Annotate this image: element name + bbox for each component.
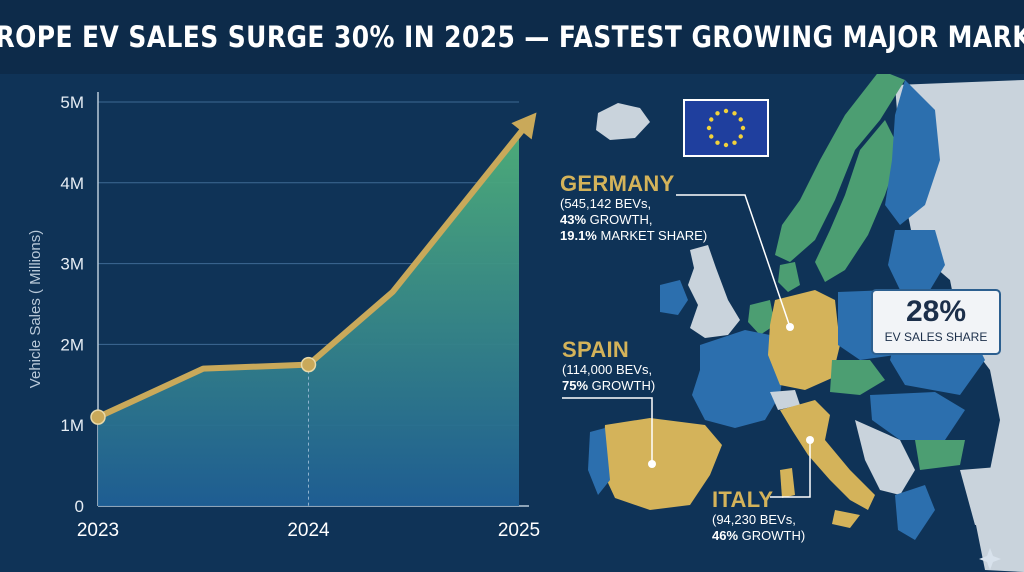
map-sardinia bbox=[780, 468, 795, 498]
germany-line1: (545,142 BEVs, bbox=[560, 196, 652, 211]
germany-name: GERMANY bbox=[560, 171, 675, 196]
map-uk bbox=[688, 245, 740, 338]
map-balkans bbox=[855, 420, 915, 495]
x-tick-label: 2023 bbox=[77, 520, 119, 541]
x-tick-label: 2025 bbox=[498, 520, 540, 541]
italy-line2: 46% GROWTH) bbox=[712, 528, 805, 544]
map-greece bbox=[895, 485, 935, 540]
map-switzerland bbox=[770, 390, 800, 410]
y-axis-label: Vehicle Sales ( Millions) bbox=[27, 230, 44, 388]
eu-flag-icon bbox=[683, 99, 769, 157]
spain-growth: 75% bbox=[562, 378, 589, 393]
ev-share-label: EV SALES SHARE bbox=[884, 330, 988, 344]
map-spain bbox=[602, 418, 722, 510]
italy-growth-label: GROWTH) bbox=[738, 528, 806, 543]
flag-star bbox=[709, 134, 714, 139]
flag-star bbox=[723, 142, 729, 148]
sparkle-icon bbox=[979, 548, 1001, 570]
sales-area-chart: 0 1M 2M 3M 4M 5M 2023 2024 2025 Vehicle Sales (… bbox=[27, 92, 540, 541]
italy-callout: ITALY (94,230 BEVs, 46% GROWTH) bbox=[712, 488, 805, 544]
y-tick-label: 1M bbox=[60, 416, 84, 435]
flag-star bbox=[738, 134, 743, 139]
x-tick-labels: 2023 2024 2025 bbox=[77, 520, 540, 541]
data-points bbox=[90, 356, 317, 425]
map-finland bbox=[885, 80, 940, 225]
flag-star bbox=[732, 111, 737, 116]
flag-star bbox=[709, 117, 714, 122]
flag-star bbox=[740, 125, 746, 131]
germany-growth: 43% bbox=[560, 212, 587, 227]
map-bulgaria bbox=[915, 440, 965, 470]
map-italy bbox=[780, 400, 875, 510]
germany-dot bbox=[786, 323, 794, 331]
germany-line3: 19.1% MARKET SHARE) bbox=[560, 228, 707, 244]
ev-share-value: 28% bbox=[905, 295, 967, 328]
line-arrow-head bbox=[511, 112, 537, 140]
map-sweden bbox=[815, 120, 900, 282]
map-portugal bbox=[588, 428, 610, 495]
data-point bbox=[300, 356, 317, 373]
flag-star bbox=[706, 125, 712, 131]
spain-line1: (114,000 BEVs, bbox=[562, 362, 653, 377]
map-ireland bbox=[660, 280, 688, 315]
spain-name: SPAIN bbox=[562, 337, 630, 362]
y-tick-label: 0 bbox=[75, 497, 84, 516]
callout-leaders bbox=[562, 194, 811, 498]
flag-star bbox=[732, 140, 737, 145]
data-point bbox=[90, 409, 106, 425]
map-denmark bbox=[778, 262, 800, 292]
map-france bbox=[692, 330, 785, 428]
italy-line1: (94,230 BEVs, bbox=[712, 512, 796, 527]
flag-star bbox=[715, 111, 720, 116]
spain-line2: 75% GROWTH) bbox=[562, 378, 655, 394]
flag-star bbox=[715, 140, 720, 145]
italy-growth: 46% bbox=[712, 528, 739, 543]
title-bar: EUROPE EV SALES SURGE 30% IN 2025 — FAST… bbox=[0, 0, 1024, 74]
x-tick-label: 2024 bbox=[287, 520, 330, 541]
map-romania bbox=[870, 392, 965, 440]
spain-growth-label: GROWTH) bbox=[588, 378, 656, 393]
map-central bbox=[830, 360, 885, 395]
flag-star bbox=[738, 117, 743, 122]
germany-callout: GERMANY (545,142 BEVs, 43% GROWTH, 19.1%… bbox=[560, 172, 707, 244]
map-germany bbox=[768, 290, 840, 390]
italy-dot bbox=[806, 436, 814, 444]
sales-area bbox=[98, 134, 519, 506]
map-sicily bbox=[832, 510, 860, 528]
y-tick-label: 2M bbox=[60, 335, 84, 354]
page-title: EUROPE EV SALES SURGE 30% IN 2025 — FAST… bbox=[0, 20, 1024, 54]
y-tick-label: 3M bbox=[60, 255, 84, 274]
y-tick-labels: 0 1M 2M 3M 4M 5M bbox=[60, 93, 84, 516]
y-tick-label: 4M bbox=[60, 174, 84, 193]
germany-line2: 43% GROWTH, bbox=[560, 212, 707, 228]
germany-growth-label: GROWTH, bbox=[586, 212, 653, 227]
map-turkey bbox=[960, 465, 1024, 525]
spain-callout: SPAIN (114,000 BEVs, 75% GROWTH) bbox=[562, 338, 655, 394]
spain-dot bbox=[648, 460, 656, 468]
flag-star bbox=[723, 108, 729, 114]
y-tick-label: 5M bbox=[60, 93, 84, 112]
map-baltics bbox=[888, 230, 945, 290]
italy-name: ITALY bbox=[712, 487, 774, 512]
germany-share: 19.1% bbox=[560, 228, 597, 243]
map-benelux bbox=[748, 300, 775, 335]
map-norway bbox=[775, 74, 905, 262]
germany-share-label: MARKET SHARE) bbox=[596, 228, 708, 243]
ev-share-box: 28% EV SALES SHARE bbox=[871, 289, 1001, 355]
map-iceland bbox=[596, 103, 650, 140]
